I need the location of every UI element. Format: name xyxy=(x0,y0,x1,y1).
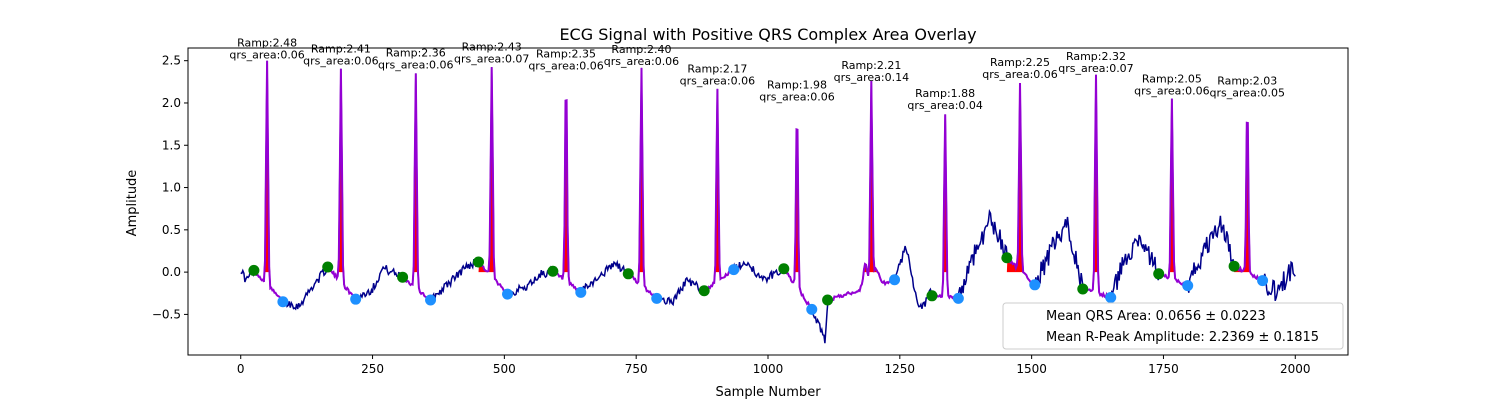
qrs-area-label: qrs_area:0.05 xyxy=(1210,86,1285,99)
q-point-marker xyxy=(547,265,559,277)
y-tick-label: −0.5 xyxy=(152,307,181,321)
y-tick-label: 0.0 xyxy=(162,265,181,279)
s-point-marker xyxy=(425,294,437,306)
r-amp-label: Ramp:2.36 xyxy=(386,47,446,60)
r-amp-label: Ramp:2.41 xyxy=(311,42,371,55)
legend-box xyxy=(1002,302,1344,350)
y-axis-label: Amplitude xyxy=(125,170,140,237)
legend-entry-r-peak-amplitude: Mean R-Peak Amplitude: 2.2369 ± 0.1815 xyxy=(1046,330,1319,345)
r-amp-label: Ramp:2.21 xyxy=(841,59,901,72)
qrs-area-label: qrs_area:0.06 xyxy=(604,55,679,68)
r-amp-label: Ramp:2.05 xyxy=(1142,73,1202,86)
s-point-marker xyxy=(502,288,514,300)
qrs-area-label: qrs_area:0.06 xyxy=(759,91,834,104)
x-tick-label: 2000 xyxy=(1280,362,1311,376)
qrs-area-label: qrs_area:0.04 xyxy=(907,99,982,112)
axes: 0 250 500 750 1000 1250 1500 1750 2000 −0.5 0.0 0.5… xyxy=(152,54,1311,376)
q-point-marker xyxy=(473,256,485,268)
s-point-marker xyxy=(952,292,964,304)
qrs-overlay-line xyxy=(782,128,813,309)
qrs-overlay-line xyxy=(628,67,658,301)
q-point-marker xyxy=(322,261,334,273)
s-point-marker xyxy=(1257,275,1269,287)
x-axis-label: Sample Number xyxy=(715,385,821,400)
qrs-overlay-line xyxy=(478,67,508,296)
x-tick-label: 0 xyxy=(237,362,245,376)
r-amp-label: Ramp:2.40 xyxy=(611,43,671,56)
r-amp-label: Ramp:2.32 xyxy=(1066,50,1126,63)
s-point-marker xyxy=(728,264,740,276)
qrs-area-label: qrs_area:0.07 xyxy=(1058,62,1133,75)
r-amp-label: Ramp:2.17 xyxy=(687,63,747,76)
y-tick-label: 1.0 xyxy=(162,181,181,195)
qrs-overlay-line xyxy=(827,80,896,303)
q-point-marker xyxy=(1077,283,1089,295)
s-point-marker xyxy=(350,293,362,305)
r-amp-label: Ramp:2.25 xyxy=(990,56,1050,69)
q-point-marker xyxy=(1153,268,1165,280)
x-tick-label: 1250 xyxy=(885,362,916,376)
x-tick-label: 250 xyxy=(361,362,384,376)
s-point-marker xyxy=(277,296,289,308)
q-point-marker xyxy=(1228,260,1240,272)
qrs-overlay-line xyxy=(327,68,356,301)
q-point-marker xyxy=(622,268,634,280)
qrs-overlay-line xyxy=(1006,82,1036,286)
x-tick-label: 1750 xyxy=(1148,362,1179,376)
qrs-area-label: qrs_area:0.06 xyxy=(982,68,1057,81)
r-amp-label: Ramp:2.03 xyxy=(1217,74,1277,87)
s-point-marker xyxy=(651,292,663,304)
qrs-area-label: qrs_area:0.06 xyxy=(680,75,755,88)
legend: Mean QRS Area: 0.0656 ± 0.0223 Mean R-Pe… xyxy=(1002,302,1344,350)
s-point-marker xyxy=(889,274,901,286)
x-tick-label: 1500 xyxy=(1016,362,1047,376)
y-tick-label: 1.5 xyxy=(162,138,181,152)
q-point-marker xyxy=(698,285,710,297)
qrs-area-label: qrs_area:0.06 xyxy=(1134,85,1209,98)
q-point-marker xyxy=(926,290,938,302)
qrs-area-label: qrs_area:0.14 xyxy=(834,71,909,84)
qrs-area-label: qrs_area:0.06 xyxy=(229,48,304,61)
y-tick-label: 2.5 xyxy=(162,54,181,68)
y-tick-label: 2.0 xyxy=(162,96,181,110)
s-point-marker xyxy=(1182,280,1194,292)
chart-title: ECG Signal with Positive QRS Complex Are… xyxy=(559,25,976,44)
q-point-marker xyxy=(248,264,260,276)
qrs-area-label: qrs_area:0.06 xyxy=(378,59,453,72)
x-tick-label: 500 xyxy=(493,362,516,376)
r-amp-label: Ramp:1.98 xyxy=(767,79,827,92)
r-amp-label: Ramp:1.88 xyxy=(915,87,975,100)
s-point-marker xyxy=(1105,291,1117,303)
qrs-area-fill xyxy=(931,114,959,273)
q-point-marker xyxy=(822,294,834,306)
q-point-marker xyxy=(1001,252,1013,264)
s-point-marker xyxy=(1029,279,1041,291)
r-amp-label: Ramp:2.43 xyxy=(462,41,522,54)
qrs-overlay-line xyxy=(254,60,284,304)
s-point-marker xyxy=(575,286,587,298)
s-point-marker xyxy=(806,303,818,315)
r-amp-label: Ramp:2.35 xyxy=(536,47,596,60)
r-amp-label: Ramp:2.48 xyxy=(237,36,297,49)
x-tick-label: 750 xyxy=(625,362,648,376)
legend-entry-qrs-area: Mean QRS Area: 0.0656 ± 0.0223 xyxy=(1046,309,1266,324)
q-point-marker xyxy=(778,263,790,275)
y-tick-label: 0.5 xyxy=(162,223,181,237)
q-point-marker xyxy=(397,271,409,283)
qrs-area-label: qrs_area:0.06 xyxy=(303,54,378,67)
qrs-area-label: qrs_area:0.06 xyxy=(528,59,603,72)
qrs-overlay-line xyxy=(704,88,734,291)
qrs-area-label: qrs_area:0.07 xyxy=(454,53,529,66)
x-tick-label: 1000 xyxy=(753,362,784,376)
